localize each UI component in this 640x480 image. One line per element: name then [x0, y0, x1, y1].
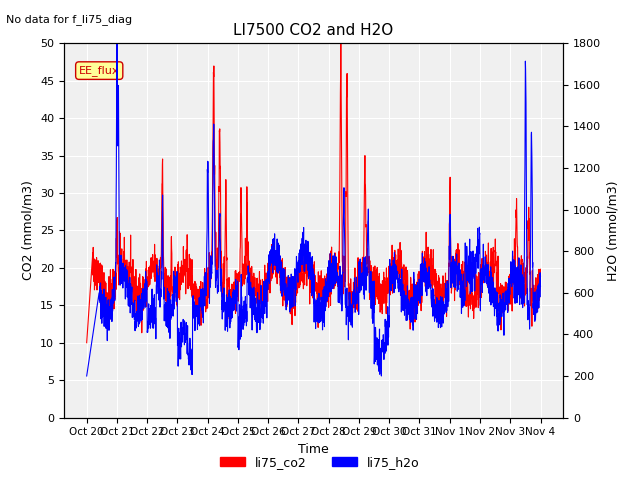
li75_h2o — [210, 137, 218, 143]
li75_h2o — [83, 373, 90, 379]
Y-axis label: CO2 (mmol/m3): CO2 (mmol/m3) — [22, 180, 35, 280]
Line: li75_h2o: li75_h2o — [86, 43, 541, 376]
li75_h2o — [497, 293, 504, 299]
li75_h2o — [113, 40, 121, 46]
Legend: li75_co2, li75_h2o: li75_co2, li75_h2o — [215, 451, 425, 474]
Text: EE_flux: EE_flux — [79, 65, 120, 76]
li75_co2 — [497, 281, 504, 287]
li75_co2 — [326, 251, 333, 257]
li75_h2o — [537, 284, 545, 289]
li75_h2o — [336, 264, 344, 269]
li75_h2o — [509, 272, 517, 278]
li75_co2 — [83, 340, 90, 346]
li75_co2 — [337, 40, 345, 46]
Title: LI7500 CO2 and H2O: LI7500 CO2 and H2O — [234, 23, 394, 38]
Line: li75_co2: li75_co2 — [86, 43, 541, 343]
Text: No data for f_li75_diag: No data for f_li75_diag — [6, 14, 132, 25]
li75_co2 — [537, 274, 545, 279]
Y-axis label: H2O (mmol/m3): H2O (mmol/m3) — [607, 180, 620, 281]
li75_co2 — [209, 91, 217, 97]
li75_co2 — [336, 195, 344, 201]
li75_co2 — [509, 277, 517, 283]
li75_co2 — [445, 260, 452, 266]
X-axis label: Time: Time — [298, 443, 329, 456]
li75_h2o — [445, 282, 452, 288]
li75_h2o — [326, 264, 334, 269]
